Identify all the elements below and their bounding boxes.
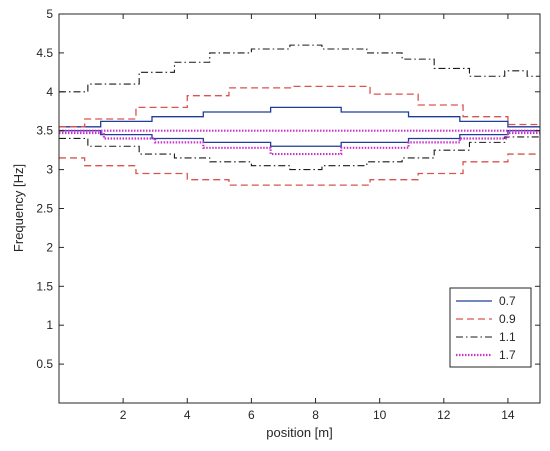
x-tick-label: 2 <box>120 408 127 422</box>
series-3-lower-line <box>59 131 540 156</box>
series-2-lower-line <box>59 136 540 171</box>
legend-label-3: 1.7 <box>499 348 516 362</box>
legend-label-0: 0.7 <box>499 294 516 308</box>
series-2-upper-line <box>59 44 540 93</box>
legend-label-2: 1.1 <box>499 330 516 344</box>
x-tick-label: 4 <box>184 408 191 422</box>
y-tick-label: 3.5 <box>36 124 53 138</box>
y-tick-label: 5 <box>46 7 53 21</box>
y-tick-label: 1 <box>46 318 53 332</box>
series-0-lower-line <box>59 130 540 147</box>
x-tick-label: 6 <box>248 408 255 422</box>
y-tick-label: 2.5 <box>36 202 53 216</box>
y-axis: 0.5 1 1.5 2 2.5 3 3.5 4 4.5 5 <box>36 7 540 371</box>
legend: 0.7 0.9 1.1 1.7 <box>449 287 532 368</box>
y-tick-label: 1.5 <box>36 279 53 293</box>
y-tick-label: 0.5 <box>36 357 53 371</box>
series-1-lower-line <box>59 153 540 186</box>
series-0-upper-line <box>59 106 540 128</box>
x-tick-label: 8 <box>312 408 319 422</box>
x-tick-label: 14 <box>501 408 515 422</box>
x-axis-label: position [m] <box>266 425 332 440</box>
x-tick-label: 12 <box>437 408 451 422</box>
y-axis-label: Frequency [Hz] <box>11 164 26 252</box>
y-tick-label: 3 <box>46 163 53 177</box>
x-tick-label: 10 <box>373 408 387 422</box>
plot-series <box>59 44 540 186</box>
x-axis: 2 4 6 8 10 12 14 <box>120 14 515 422</box>
y-tick-label: 4.5 <box>36 46 53 60</box>
y-tick-label: 4 <box>46 85 53 99</box>
y-tick-label: 2 <box>46 240 53 254</box>
legend-label-1: 0.9 <box>499 312 516 326</box>
